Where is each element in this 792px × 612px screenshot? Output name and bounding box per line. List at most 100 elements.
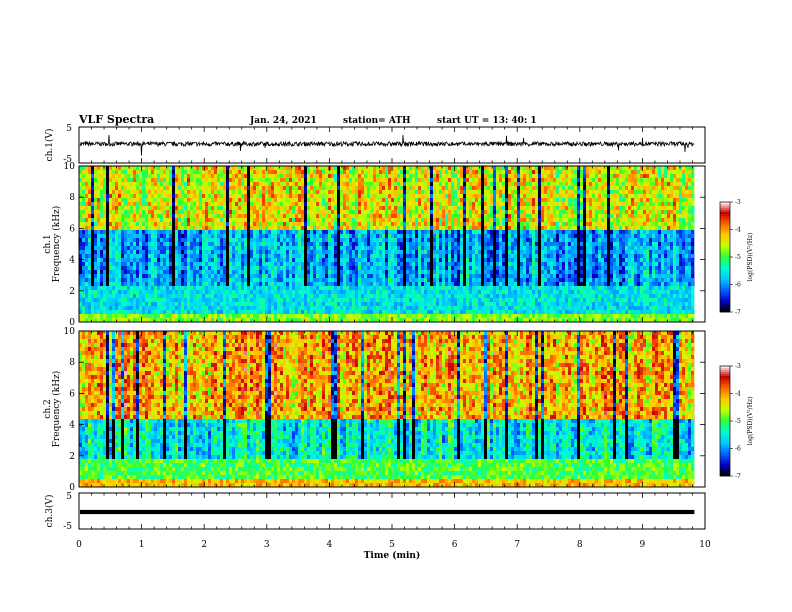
spectrogram-cell xyxy=(385,290,388,294)
spectrogram-cell xyxy=(448,266,451,270)
spectrogram-cell xyxy=(379,194,382,198)
spectrogram-cell xyxy=(460,166,463,170)
spectrogram-cell xyxy=(343,198,346,202)
spectrogram-cell xyxy=(130,246,133,250)
spectrogram-cell xyxy=(187,318,190,322)
spectrogram-cell xyxy=(241,254,244,258)
spectrogram-cell xyxy=(307,298,310,302)
spectrogram-cell xyxy=(271,286,274,290)
spectrogram-cell xyxy=(406,318,409,322)
spectrogram-cell xyxy=(94,242,97,246)
spectrogram-cell xyxy=(97,210,100,214)
spectrogram-cell xyxy=(448,294,451,298)
spectrogram-cell xyxy=(280,278,283,282)
spectrogram-cell xyxy=(97,194,100,198)
spectrogram-cell xyxy=(190,258,193,262)
spectrogram-cell xyxy=(196,206,199,210)
spectrogram-cell xyxy=(100,274,103,278)
spectrogram-cell xyxy=(421,166,424,170)
spectrogram-cell xyxy=(106,242,109,246)
spectrogram-cell xyxy=(169,186,172,190)
spectrogram-cell xyxy=(202,182,205,186)
spectrogram-cell xyxy=(154,206,157,210)
spectrogram-cell xyxy=(358,310,361,314)
spectrogram-cell xyxy=(382,190,385,194)
spectrogram-cell xyxy=(424,170,427,174)
spectrogram-cell xyxy=(367,294,370,298)
spectrogram-cell xyxy=(163,254,166,258)
spectrogram-cell xyxy=(424,278,427,282)
spectrogram-cell xyxy=(184,250,187,254)
spectrogram-cell xyxy=(121,270,124,274)
spectrogram-cell xyxy=(136,278,139,282)
spectrogram-cell xyxy=(427,286,430,290)
spectrogram-cell xyxy=(136,222,139,226)
spectrogram-cell xyxy=(214,282,217,286)
spectrogram-cell xyxy=(97,294,100,298)
spectrogram-cell xyxy=(139,186,142,190)
spectrogram-cell xyxy=(391,202,394,206)
spectrogram-cell xyxy=(211,262,214,266)
spectrogram-cell xyxy=(199,238,202,242)
spectrogram-cell xyxy=(307,294,310,298)
spectrogram-cell xyxy=(442,294,445,298)
spectrogram-cell xyxy=(283,306,286,310)
spectrogram-cell xyxy=(187,198,190,202)
spectrogram-cell xyxy=(268,194,271,198)
spectrogram-cell xyxy=(265,270,268,274)
spectrogram-cell xyxy=(280,178,283,182)
spectrogram-cell xyxy=(232,294,235,298)
spectrogram-cell xyxy=(232,266,235,270)
spectrogram-cell xyxy=(385,218,388,222)
spectrogram-cell xyxy=(349,214,352,218)
spectrogram-cell xyxy=(370,242,373,246)
spectrogram-cell xyxy=(247,218,250,222)
spectrogram-cell xyxy=(208,198,211,202)
spectrogram-cell xyxy=(298,274,301,278)
spectrogram-cell xyxy=(280,262,283,266)
spectrogram-cell xyxy=(97,298,100,302)
spectrogram-cell xyxy=(379,278,382,282)
spectrogram-cell xyxy=(286,314,289,318)
spectrogram-cell xyxy=(241,214,244,218)
spectrogram-cell xyxy=(283,210,286,214)
spectrogram-cell xyxy=(259,306,262,310)
spectrogram-cell xyxy=(460,250,463,254)
spectrogram-cell xyxy=(358,202,361,206)
spectrogram-cell xyxy=(460,270,463,274)
spectrogram-cell xyxy=(274,242,277,246)
spectrogram-cell xyxy=(223,290,226,294)
spectrogram-cell xyxy=(148,210,151,214)
spectrogram-cell xyxy=(415,234,418,238)
spectrogram-cell xyxy=(109,198,112,202)
spectrogram-cell xyxy=(376,254,379,258)
spectrogram-cell xyxy=(175,190,178,194)
spectrogram-cell xyxy=(403,170,406,174)
spectrogram-cell xyxy=(184,190,187,194)
spectrogram-cell xyxy=(169,218,172,222)
spectrogram-cell xyxy=(328,306,331,310)
spectrogram-cell xyxy=(202,282,205,286)
spectrogram-cell xyxy=(118,170,121,174)
spectrogram-cell xyxy=(427,262,430,266)
spectrogram-cell xyxy=(172,194,175,198)
spectrogram-cell xyxy=(94,170,97,174)
spectrogram-cell xyxy=(454,278,457,282)
spectrogram-cell xyxy=(88,222,91,226)
spectrogram-cell xyxy=(310,282,313,286)
spectrogram-cell xyxy=(307,246,310,250)
spectrogram-cell xyxy=(247,198,250,202)
spectrogram-cell xyxy=(223,218,226,222)
spectrogram-cell xyxy=(355,194,358,198)
spectrogram-cell xyxy=(397,214,400,218)
spectrogram-cell xyxy=(145,166,148,170)
spectrogram-cell xyxy=(172,186,175,190)
spectrogram-cell xyxy=(316,222,319,226)
spectrogram-cell xyxy=(403,278,406,282)
spectrogram-cell xyxy=(112,218,115,222)
spectrogram-cell xyxy=(394,282,397,286)
spectrogram-cell xyxy=(289,270,292,274)
spectrogram-cell xyxy=(400,242,403,246)
spectrogram-cell xyxy=(118,302,121,306)
spectrogram-cell xyxy=(112,178,115,182)
